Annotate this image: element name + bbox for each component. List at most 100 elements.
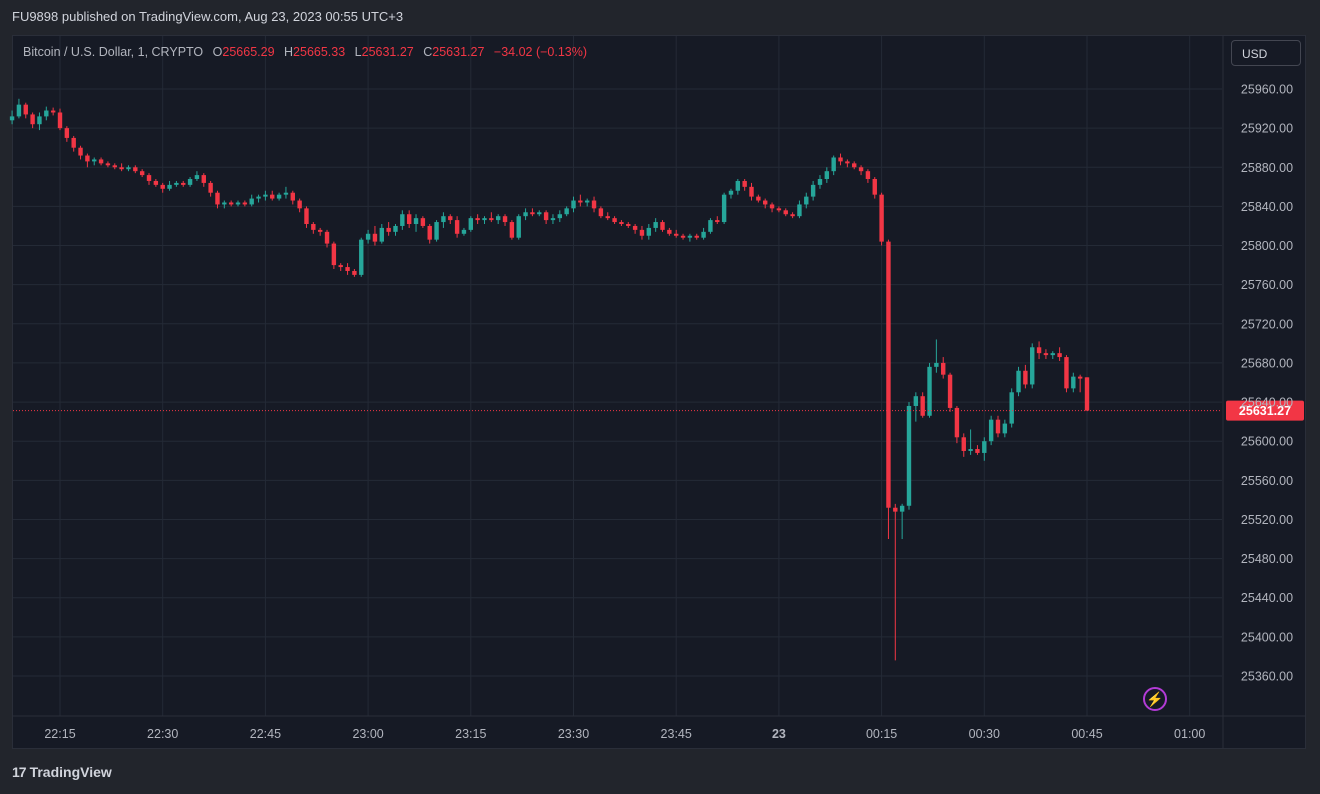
candle-body: [482, 218, 487, 221]
candle-body: [441, 216, 446, 223]
x-tick-label: 23:45: [661, 727, 692, 741]
candle-body: [297, 200, 302, 209]
candle-body: [146, 175, 152, 181]
candle-body: [85, 155, 90, 162]
candle-body: [160, 184, 165, 189]
candle-body: [564, 208, 569, 215]
x-tick-label: 23:30: [558, 727, 589, 741]
candle-body: [98, 159, 104, 164]
candle-body: [810, 184, 816, 197]
candle-body: [742, 180, 747, 187]
candle-body: [365, 233, 371, 240]
y-tick-label: 25600.00: [1241, 435, 1293, 449]
candle-body: [824, 171, 830, 180]
candle-body: [523, 212, 528, 217]
chart-frame[interactable]: [12, 35, 1306, 749]
candle-body: [591, 200, 597, 209]
candle-body: [215, 192, 220, 205]
candle-body: [359, 239, 364, 275]
candle-body: [667, 229, 672, 234]
candle-body: [735, 180, 741, 191]
candle-body: [660, 222, 665, 230]
candle-body: [16, 104, 22, 117]
candle-body: [1071, 376, 1076, 389]
candle-body: [879, 194, 884, 242]
candle-body: [995, 419, 1001, 434]
candle-body: [461, 229, 467, 234]
candle-body: [489, 218, 494, 221]
x-tick-label: 22:30: [147, 727, 178, 741]
candle-body: [605, 216, 610, 219]
candle-body: [324, 231, 330, 244]
candle-body: [174, 182, 179, 185]
x-tick-label: 00:45: [1071, 727, 1102, 741]
open-label: O: [212, 45, 223, 59]
close-value: 25631.27: [432, 45, 485, 59]
candle-body: [557, 214, 563, 219]
candle-body: [256, 196, 261, 199]
candle-body: [701, 231, 706, 238]
candle-body: [1064, 357, 1069, 389]
candle-body: [612, 218, 617, 223]
x-tick-label: 01:00: [1174, 727, 1205, 741]
lightning-icon[interactable]: ⚡: [1143, 687, 1167, 711]
candle-body: [674, 233, 679, 236]
candle-body: [434, 222, 439, 240]
candle-body: [283, 192, 289, 195]
candle-body: [865, 171, 871, 180]
y-tick-label: 25760.00: [1241, 278, 1293, 292]
candle-body: [831, 157, 836, 172]
candle-body: [502, 216, 508, 223]
candle-body: [71, 137, 76, 148]
candle-body: [858, 167, 864, 172]
last-price-badge: [1226, 400, 1304, 421]
candle-body: [571, 200, 576, 209]
symbol-name: Bitcoin / U.S. Dollar, 1, CRYPTO: [23, 45, 204, 59]
candle-body: [988, 419, 994, 442]
y-tick-label: 25520.00: [1241, 513, 1293, 527]
candle-body: [119, 167, 124, 170]
candle-body: [776, 208, 782, 211]
candle-body: [23, 104, 28, 115]
candle-body: [530, 212, 535, 215]
y-tick-label: 25800.00: [1241, 239, 1293, 253]
candle-body: [1084, 377, 1090, 411]
candle-body: [194, 175, 200, 180]
y-tick-label: 25720.00: [1241, 317, 1293, 331]
candle-body: [37, 116, 42, 125]
candle-body: [406, 214, 412, 225]
candle-body: [427, 225, 432, 240]
candle-body: [201, 175, 206, 183]
candle-body: [941, 362, 946, 375]
tradingview-footer[interactable]: 17 TradingView: [12, 764, 112, 780]
candle-body: [105, 163, 111, 166]
candle-body: [728, 190, 734, 195]
currency-button[interactable]: USD: [1231, 40, 1301, 66]
low-label: L: [354, 45, 362, 59]
candle-body: [181, 182, 186, 185]
candle-body: [954, 407, 960, 438]
candle-body: [44, 110, 49, 117]
candle-body: [304, 208, 309, 225]
x-tick-label: 00:30: [969, 727, 1000, 741]
candle-body: [817, 179, 823, 185]
candle-body: [537, 212, 542, 215]
candle-body: [934, 362, 939, 367]
candle-body: [413, 218, 419, 225]
candle-body: [1030, 347, 1035, 385]
candle-body: [290, 192, 295, 201]
last-price-line: 25631.27: [13, 400, 1304, 421]
candle-body: [899, 505, 905, 512]
y-tick-label: 25920.00: [1241, 122, 1293, 136]
y-tick-label: 25880.00: [1241, 161, 1293, 175]
candle-body: [790, 214, 795, 217]
candle-body: [139, 171, 145, 176]
candle-body: [1077, 376, 1083, 379]
close-label: C: [423, 45, 433, 59]
candle-body: [763, 200, 768, 205]
candle-body: [1057, 353, 1062, 358]
publish-info: FU9898 published on TradingView.com, Aug…: [12, 9, 404, 24]
candle-body: [804, 196, 809, 205]
y-tick-label: 25440.00: [1241, 591, 1293, 605]
